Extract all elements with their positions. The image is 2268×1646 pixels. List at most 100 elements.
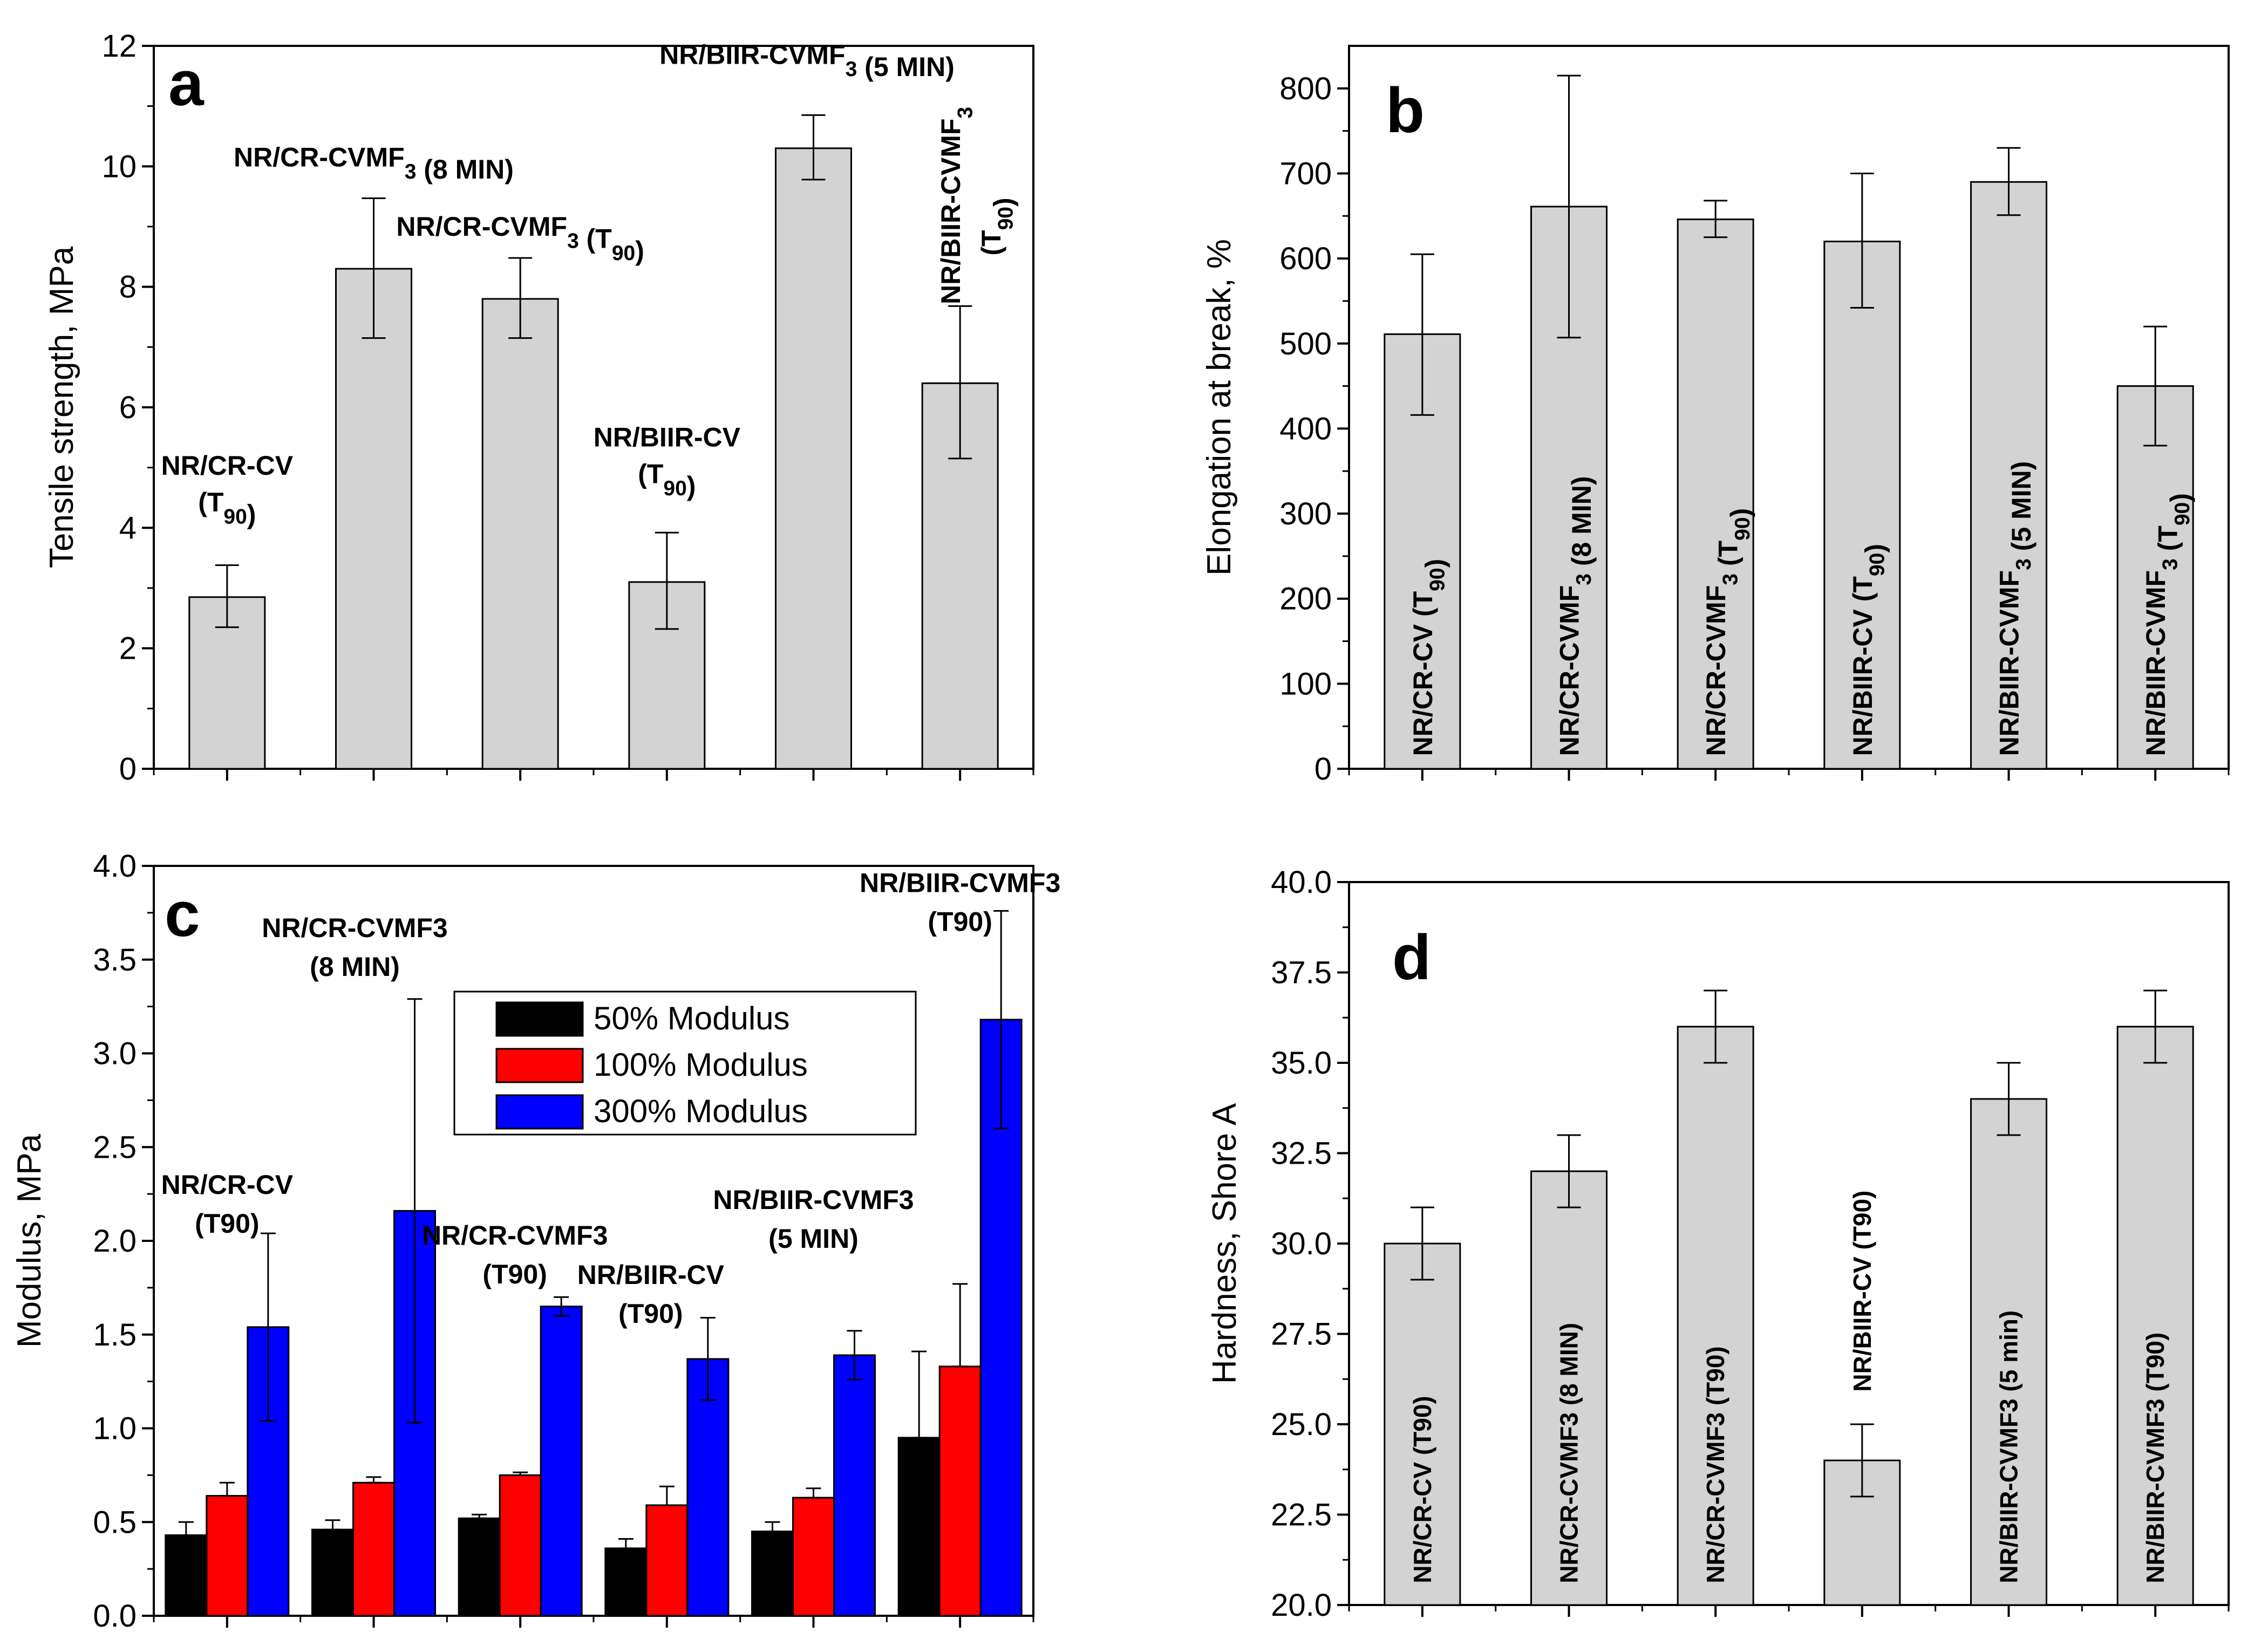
bar-annotation: NR/CR-CVMF3 (T90) <box>1701 508 1755 756</box>
legend-swatch <box>495 1048 584 1083</box>
bar-annotation: NR/CR-CVMF3 (8 MIN) <box>234 142 514 185</box>
bar-annotation: (T90) <box>638 459 696 502</box>
bar-annotation: NR/BIIR-CVMF3 <box>936 107 977 304</box>
y-axis-label: Tensile strength, MPa <box>43 246 80 568</box>
y-tick-label: 2 <box>119 631 137 666</box>
y-tick-label: 32.5 <box>1271 1136 1332 1171</box>
y-tick-label: 40.0 <box>1271 865 1332 900</box>
y-axis-label: Modulus, MPa <box>11 1133 48 1348</box>
bar-annotation: NR/CR-CV <box>161 1170 294 1200</box>
bar-300modulus <box>686 1358 730 1617</box>
panel-letter: d <box>1392 922 1431 993</box>
y-tick-label: 0.5 <box>93 1505 137 1540</box>
y-tick-label: 600 <box>1279 241 1332 276</box>
y-tick-label: 8 <box>119 270 137 305</box>
y-tick-label: 27.5 <box>1271 1317 1332 1352</box>
bar-100modulus <box>352 1481 395 1617</box>
legend-label: 100% Modulus <box>594 1047 808 1083</box>
bar-annotation: NR/BIIR-CV <box>577 1260 725 1290</box>
panel-letter: a <box>168 48 205 119</box>
y-tick-label: 35.0 <box>1271 1046 1332 1081</box>
y-tick-label: 10 <box>101 149 137 184</box>
legend-label: 50% Modulus <box>594 1000 790 1036</box>
y-tick-label: 25.0 <box>1271 1407 1332 1442</box>
bar-annotation: NR/CR-CVMF3 (T90) <box>1701 1346 1729 1583</box>
legend-swatch <box>495 1094 584 1130</box>
y-tick-label: 0 <box>1315 752 1332 787</box>
y-tick-label: 37.5 <box>1271 955 1332 991</box>
bar <box>481 298 559 770</box>
bar-annotation: (T90) <box>482 1259 547 1289</box>
y-tick-label: 2.5 <box>93 1130 137 1165</box>
y-tick-label: 0.0 <box>93 1599 137 1634</box>
bar-annotation: NR/CR-CVMF3 <box>262 913 447 943</box>
bar-annotation: (5 MIN) <box>768 1224 859 1254</box>
bar-100modulus <box>206 1495 249 1617</box>
bar-annotation: NR/BIIR-CVMF3 <box>860 868 1060 898</box>
y-tick-label: 1.5 <box>93 1317 137 1353</box>
panel-a-tensile-strength: 0 2 4 6 8 10 12 Tensile strength, MPa a NR/CR-CV (… <box>43 29 1034 787</box>
y-tick-label: 400 <box>1279 411 1332 446</box>
bar <box>775 147 852 770</box>
y-tick-label: 300 <box>1279 496 1332 531</box>
bar-50modulus <box>458 1517 501 1617</box>
bar-50modulus <box>604 1547 648 1617</box>
y-tick-label: 4 <box>119 510 137 545</box>
bar <box>1970 1098 2047 1606</box>
bar-100modulus <box>499 1474 542 1617</box>
y-axis-label: Hardness, Shore A <box>1206 1103 1243 1384</box>
y-tick-label: 6 <box>119 390 137 425</box>
bar <box>1530 1170 1608 1606</box>
y-tick-label: 12 <box>101 29 137 64</box>
y-tick-label: 2.0 <box>93 1224 137 1259</box>
bar-annotation: NR/BIIR-CVMF3 (5 MIN) <box>1994 461 2037 756</box>
bar <box>1823 241 1901 770</box>
y-tick-label: 500 <box>1279 326 1332 361</box>
bar-100modulus <box>938 1365 982 1617</box>
bar-300modulus <box>540 1306 583 1617</box>
bar-100modulus <box>792 1497 835 1617</box>
legend: 50% Modulus 100% Modulus 300% Modulus <box>453 991 917 1136</box>
bar-annotation: NR/CR-CV <box>161 450 294 481</box>
y-tick-label: 1.0 <box>93 1411 137 1446</box>
bar-annotation: (8 MIN) <box>310 952 400 982</box>
bar-annotation: NR/CR-CV (T90) <box>1408 1396 1436 1583</box>
bar <box>1384 1242 1461 1606</box>
y-tick-label: 30.0 <box>1271 1226 1332 1261</box>
y-tick-label: 20.0 <box>1271 1588 1332 1623</box>
y-tick-label: 3.5 <box>93 942 137 978</box>
y-tick-label: 100 <box>1279 666 1332 701</box>
bar-annotation: (T90) <box>198 487 256 530</box>
bar-50modulus <box>165 1534 208 1617</box>
bar-annotation: (T90) <box>195 1208 259 1239</box>
bar-300modulus <box>833 1354 876 1617</box>
bar <box>1677 218 1754 770</box>
y-tick-label: 4.0 <box>93 849 137 884</box>
panel-b-elongation-at-break: 0 100 200 300 400 500 600 700 800 Elongation at b… <box>1201 45 2230 787</box>
bar-annotation: NR/BIIR-CVMF3 (T90) <box>2141 1333 2169 1583</box>
bar-100modulus <box>645 1504 689 1617</box>
bar-annotation: NR/CR-CVMF3 (8 MIN) <box>1555 476 1597 756</box>
bar <box>2116 385 2194 770</box>
panel-letter: c <box>165 879 200 950</box>
bar-annotation: NR/BIIR-CVMF3 (5 min) <box>1995 1310 2023 1583</box>
bar-annotation: NR/BIIR-CVMF3 (T90) <box>2141 493 2195 756</box>
bar-annotation: NR/CR-CVMF3 (8 MIN) <box>1555 1323 1583 1583</box>
bar-50modulus <box>897 1437 941 1617</box>
bar-annotation: NR/BIIR-CV <box>594 422 741 453</box>
y-tick-label: 3.0 <box>93 1036 137 1071</box>
panel-c-modulus: 0.0 0.5 1.0 1.5 2.0 2.5 3.0 3.5 4.0 Modulus, MPa c… <box>11 849 1060 1634</box>
plot-frame <box>1348 45 2230 770</box>
legend-label: 300% Modulus <box>594 1093 808 1129</box>
bar <box>1677 1026 1754 1606</box>
bar <box>335 268 412 770</box>
bar-annotation: (T90) <box>976 197 1019 255</box>
bar-annotation: (T90) <box>618 1299 683 1329</box>
legend-swatch <box>495 1001 584 1037</box>
panel-d-hardness: 20.0 22.5 25.0 27.5 30.0 32.5 35.0 37.5 40.0 Hard… <box>1206 865 2230 1623</box>
bar-annotation: NR/CR-CVMF3 (T90) <box>396 211 644 266</box>
bar-annotation: NR/CR-CV (T90) <box>1408 559 1450 756</box>
y-tick-label: 200 <box>1279 582 1332 617</box>
y-tick-label: 800 <box>1279 71 1332 106</box>
